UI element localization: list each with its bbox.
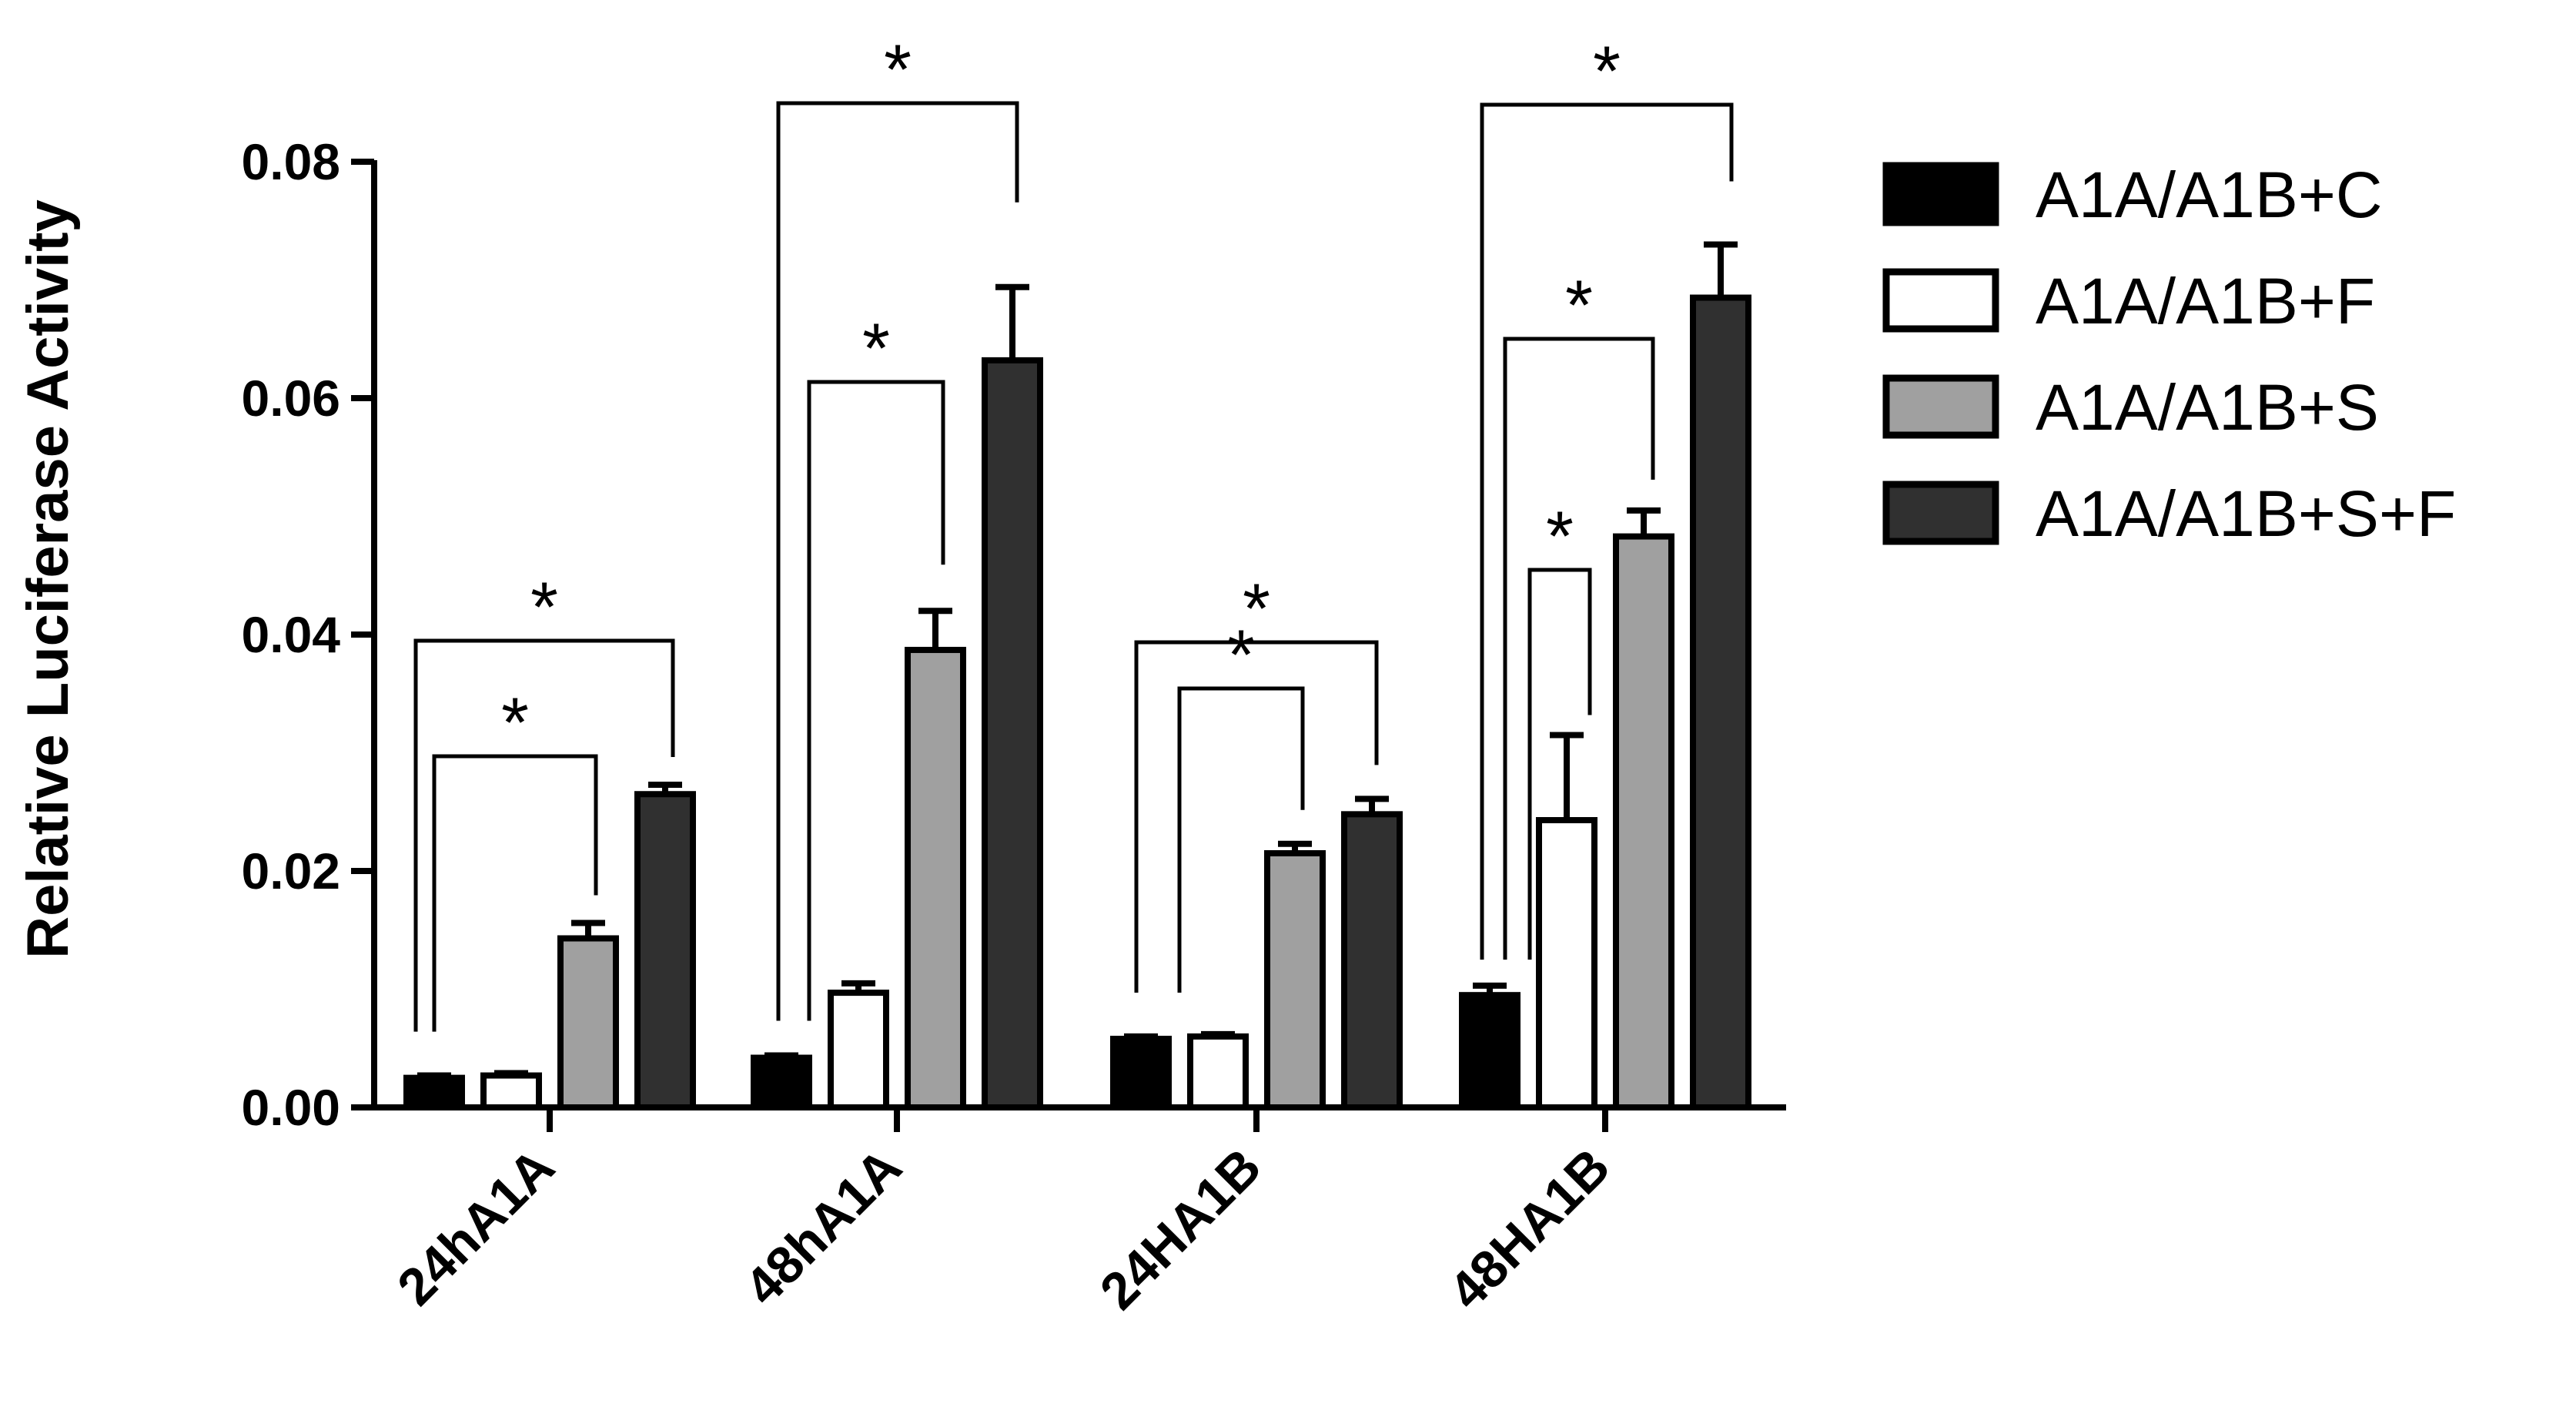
significance-bracket	[1503, 337, 1655, 960]
legend: A1A/A1B+C A1A/A1B+F A1A/A1B+S A1A/A1B+S+F	[1882, 159, 2456, 550]
significance-star: *	[1227, 616, 1255, 695]
legend-swatch	[1882, 481, 1999, 545]
y-axis-title: Relative Luciferase Activity	[15, 199, 81, 959]
bar	[557, 935, 619, 1110]
x-tick-label: 24HA1B	[1089, 1137, 1272, 1321]
significance-bracket	[413, 638, 675, 1032]
bar	[828, 990, 889, 1110]
significance-brackets: *********	[413, 31, 1734, 1032]
x-tick-label: 48HA1B	[1437, 1137, 1621, 1321]
significance-bracket	[432, 754, 598, 1032]
bar	[1264, 849, 1326, 1110]
y-tick-label: 0.02	[242, 842, 340, 899]
x-tick-label: 48hA1A	[734, 1137, 913, 1317]
significance-star: *	[862, 310, 890, 388]
significance-star: *	[1546, 497, 1574, 576]
legend-label: A1A/A1B+S+F	[2036, 477, 2456, 550]
y-axis: 0.00 0.02 0.04 0.06 0.08	[242, 133, 377, 1136]
significance-bracket	[1480, 102, 1734, 960]
significance-bracket	[1134, 640, 1379, 993]
legend-swatch	[1882, 162, 1999, 226]
significance-star: *	[1243, 570, 1270, 648]
bars	[403, 241, 1751, 1111]
bar	[1536, 816, 1597, 1110]
legend-swatch	[1882, 374, 1999, 439]
y-tick-label: 0.04	[242, 606, 341, 663]
significance-bracket	[776, 101, 1019, 1021]
significance-star: *	[530, 568, 558, 647]
bar	[480, 1072, 542, 1111]
significance-bracket	[1527, 568, 1592, 960]
bar	[403, 1074, 465, 1110]
significance-star: *	[884, 31, 912, 109]
bar	[1110, 1035, 1172, 1110]
bar	[982, 357, 1043, 1110]
bar	[1341, 811, 1403, 1110]
bar	[751, 1054, 812, 1111]
x-tick-label: 24hA1A	[386, 1137, 566, 1317]
y-tick-label: 0.00	[242, 1079, 340, 1136]
y-tick-label: 0.08	[242, 133, 340, 190]
legend-label: A1A/A1B+S	[2036, 371, 2379, 444]
significance-star: *	[1565, 266, 1593, 345]
significance-star: *	[501, 684, 529, 762]
bar	[634, 791, 696, 1110]
significance-bracket	[1177, 686, 1305, 993]
legend-swatch	[1882, 268, 1999, 333]
bar	[1187, 1033, 1249, 1111]
legend-label: A1A/A1B+F	[2036, 265, 2375, 337]
bar	[1459, 992, 1521, 1111]
bar	[1613, 533, 1674, 1110]
significance-star: *	[1593, 32, 1621, 111]
x-axis: 24hA1A 48hA1A 24HA1B 48HA1B	[371, 1104, 1786, 1321]
bar	[905, 646, 966, 1110]
bar	[1690, 294, 1751, 1110]
y-tick-label: 0.06	[242, 370, 340, 427]
significance-bracket	[807, 380, 945, 1021]
legend-label: A1A/A1B+C	[2036, 159, 2383, 231]
